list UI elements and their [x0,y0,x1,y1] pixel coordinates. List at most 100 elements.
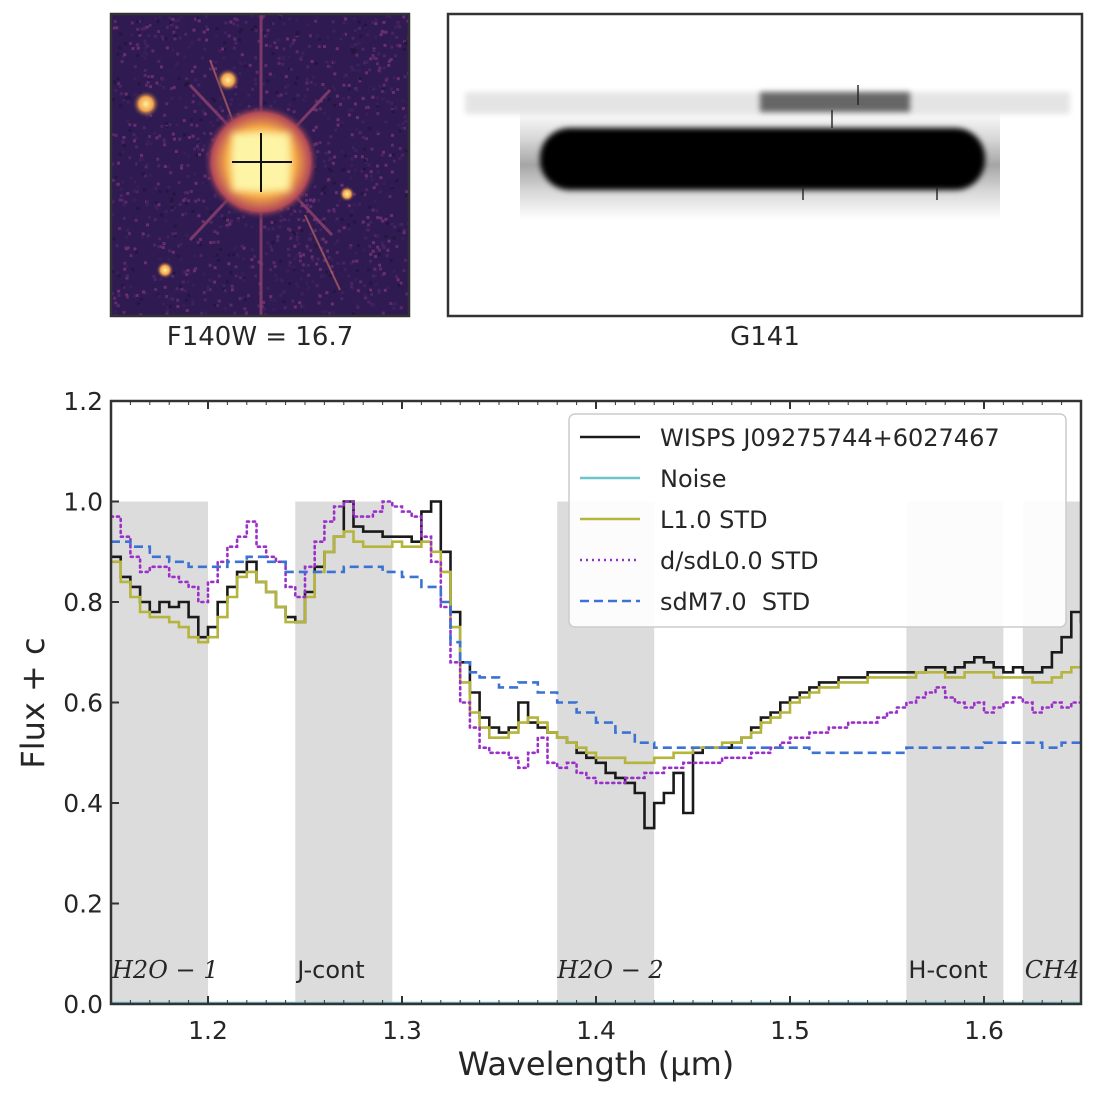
noise-pixel [123,53,127,57]
noise-pixel [226,218,230,222]
noise-pixel [161,246,165,249]
noise-pixel [268,72,272,76]
noise-pixel [313,218,317,222]
noise-pixel [369,57,373,61]
noise-pixel [314,62,318,65]
noise-pixel [309,249,313,253]
noise-pixel [350,108,354,112]
noise-pixel [128,232,131,236]
noise-pixel [343,267,347,271]
noise-pixel [318,107,322,111]
noise-pixel [116,77,120,80]
noise-pixel [351,68,355,72]
noise-pixel [354,155,358,158]
noise-pixel [392,153,396,157]
noise-pixel [250,258,254,262]
noise-pixel [145,163,149,167]
noise-pixel [193,172,197,176]
noise-pixel [239,61,242,65]
noise-pixel [312,76,316,79]
noise-pixel [364,296,368,300]
noise-pixel [301,305,305,308]
noise-pixel [232,66,236,70]
noise-pixel [196,137,200,141]
noise-pixel [363,147,367,151]
noise-pixel [234,92,238,96]
noise-pixel [390,101,394,105]
noise-pixel [327,141,331,145]
y-tick-label: 1.0 [63,488,103,517]
noise-pixel [115,26,119,30]
noise-pixel [390,186,394,190]
noise-pixel [386,248,390,252]
noise-pixel [240,53,244,57]
noise-pixel [165,102,169,106]
noise-pixel [295,34,299,38]
noise-pixel [184,83,188,87]
noise-pixel [112,26,116,30]
noise-pixel [402,231,406,235]
noise-pixel [192,28,196,32]
noise-pixel [271,22,275,26]
noise-pixel [342,21,346,25]
noise-pixel [358,202,361,206]
noise-pixel [363,61,366,65]
noise-pixel [368,68,372,72]
noise-pixel [384,217,388,221]
noise-pixel [117,293,121,297]
noise-pixel [219,247,223,251]
noise-pixel [160,65,163,69]
noise-pixel [321,220,325,224]
noise-pixel [327,116,331,120]
noise-pixel [330,169,333,173]
noise-pixel [148,23,152,27]
noise-pixel [129,285,133,288]
noise-pixel [272,74,276,78]
noise-pixel [369,174,373,178]
noise-pixel [377,248,381,252]
noise-pixel [404,149,408,153]
noise-pixel [282,57,286,61]
noise-pixel [381,311,385,315]
noise-pixel [376,234,380,238]
noise-pixel [229,219,233,223]
noise-pixel [125,295,129,299]
noise-pixel [130,21,134,25]
noise-pixel [282,290,286,294]
noise-pixel [224,21,228,25]
noise-pixel [323,164,327,168]
noise-pixel [397,228,401,232]
noise-pixel [360,169,364,173]
noise-pixel [352,220,356,224]
noise-pixel [354,251,358,255]
noise-pixel [378,66,382,70]
noise-pixel [374,18,378,22]
noise-pixel [308,198,312,202]
noise-pixel [111,200,115,204]
noise-pixel [347,113,351,117]
noise-pixel [265,90,269,94]
noise-pixel [314,19,318,23]
noise-pixel [275,91,279,94]
noise-pixel [292,110,296,114]
noise-pixel [305,203,309,207]
noise-pixel [242,279,246,283]
noise-pixel [187,294,191,298]
noise-pixel [327,150,331,154]
noise-pixel [297,242,301,246]
noise-pixel [319,275,323,278]
noise-pixel [315,262,319,266]
noise-pixel [305,81,309,85]
noise-pixel [326,249,329,253]
noise-pixel [382,272,386,276]
noise-pixel [291,41,295,45]
noise-pixel [321,83,325,86]
noise-pixel [290,232,294,236]
noise-pixel [339,37,343,41]
noise-pixel [156,182,160,186]
noise-pixel [314,244,318,248]
noise-pixel [293,257,297,261]
noise-pixel [358,79,362,83]
noise-pixel [179,242,183,246]
noise-pixel [197,19,201,23]
